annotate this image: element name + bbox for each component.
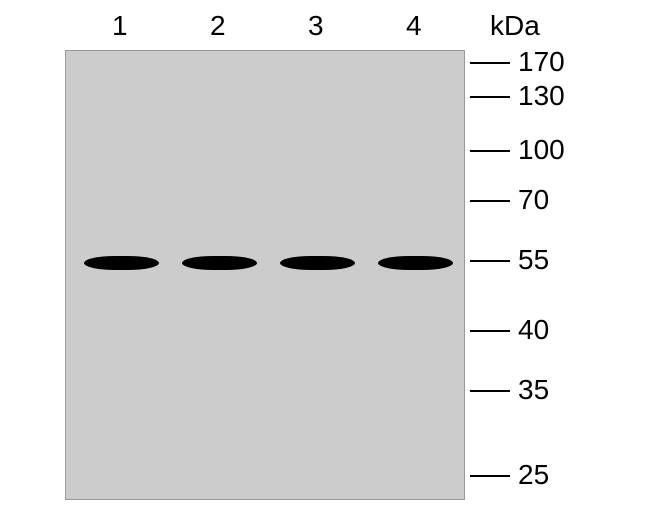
lane-label-1: 1 — [112, 10, 128, 42]
band-lane-4 — [378, 256, 453, 270]
unit-label: kDa — [490, 10, 540, 42]
blot-membrane — [65, 50, 465, 500]
marker-tick — [470, 260, 510, 262]
marker-label: 170 — [518, 46, 565, 78]
marker-label: 35 — [518, 374, 549, 406]
marker-tick — [470, 330, 510, 332]
marker-tick — [470, 150, 510, 152]
marker-label: 130 — [518, 80, 565, 112]
band-lane-3 — [280, 256, 355, 270]
marker-label: 100 — [518, 134, 565, 166]
marker-tick — [470, 390, 510, 392]
marker-tick — [470, 96, 510, 98]
marker-label: 70 — [518, 184, 549, 216]
marker-label: 25 — [518, 459, 549, 491]
blot-figure: 1 2 3 4 kDa 170 130 100 70 55 40 35 25 — [0, 0, 650, 520]
marker-tick — [470, 200, 510, 202]
marker-tick — [470, 62, 510, 64]
band-lane-1 — [84, 256, 159, 270]
lane-label-2: 2 — [210, 10, 226, 42]
lane-label-4: 4 — [406, 10, 422, 42]
lane-label-3: 3 — [308, 10, 324, 42]
marker-label: 55 — [518, 244, 549, 276]
marker-tick — [470, 475, 510, 477]
marker-label: 40 — [518, 314, 549, 346]
band-lane-2 — [182, 256, 257, 270]
